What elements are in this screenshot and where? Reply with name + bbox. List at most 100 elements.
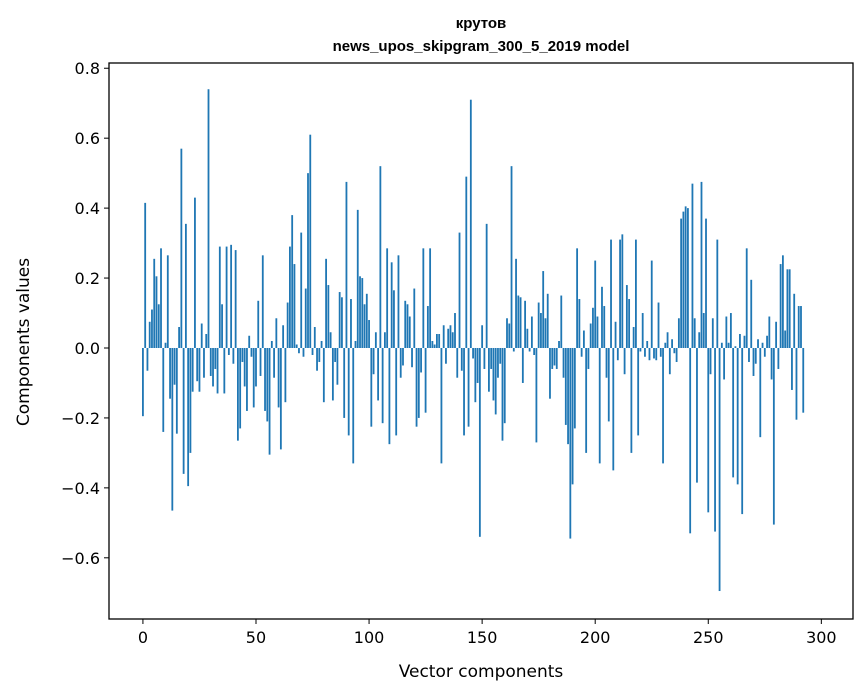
bar-1 [144,202,147,348]
bar-170 [526,328,529,348]
bar-248 [702,313,705,348]
bar-257 [723,347,726,380]
bar-190 [571,347,574,485]
bar-8 [160,248,162,348]
bar-174 [535,347,538,443]
bar-42 [236,347,239,441]
bar-215 [628,299,631,348]
bar-203 [601,286,603,348]
bar-121 [415,347,418,427]
bar-201 [596,316,599,348]
bar-70 [300,232,303,348]
bar-292 [802,347,805,413]
bar-57 [270,341,273,348]
bar-35 [221,304,223,348]
bar-47 [248,335,251,348]
bar-82 [327,285,330,348]
bar-270 [752,347,755,376]
x-axis-label: Vector components [399,662,564,682]
bar-245 [696,347,698,483]
bar-5 [153,258,156,348]
bar-283 [781,255,784,348]
bar-111 [393,290,395,348]
bar-290 [797,306,800,348]
bar-155 [492,347,495,401]
bar-274 [761,342,764,348]
bar-227 [655,347,658,361]
bar-44 [241,347,244,362]
y-tick-label: 0.4 [75,199,100,218]
y-tick-label: 0.0 [75,339,100,358]
bar-83 [329,332,332,348]
bar-140 [458,232,461,348]
bar-182 [553,347,556,366]
bar-247 [700,181,703,348]
bar-48 [250,347,253,357]
bar-197 [587,347,590,369]
bar-72 [304,288,307,348]
bar-237 [677,318,680,348]
bar-229 [659,347,662,357]
bar-282 [779,264,782,348]
bar-21 [189,347,192,453]
bar-108 [386,248,389,348]
bar-279 [772,347,775,525]
y-axis-ticks: −0.6 −0.4 −0.2 0.0 0.2 0.4 0.6 0.8 [61,59,109,568]
bar-254 [716,239,719,348]
bar-50 [255,347,257,387]
x-tick-label: 250 [693,628,724,647]
bar-264 [739,334,741,348]
bar-131 [438,334,441,348]
bar-276 [766,335,768,348]
bar-225 [650,260,653,348]
bar-287 [791,347,793,390]
bar-18 [182,347,185,474]
bar-133 [442,325,445,348]
bar-128 [431,341,434,348]
bar-177 [542,271,545,348]
bar-272 [757,339,759,348]
bar-176 [540,313,542,348]
x-tick-label: 0 [138,628,148,647]
bar-102 [372,347,375,375]
y-axis-label: Components values [14,258,34,426]
bar-117 [406,304,409,348]
bar-23 [194,197,196,348]
bar-265 [741,347,744,515]
bar-291 [800,306,802,348]
bar-11 [166,255,169,348]
bar-134 [445,347,447,364]
bar-28 [205,334,208,348]
bar-98 [363,304,366,348]
bar-75 [311,347,314,355]
bar-235 [673,347,676,354]
bar-205 [605,347,608,378]
bar-230 [662,347,664,464]
bar-161 [506,318,508,348]
bar-143 [465,176,468,348]
bar-214 [625,285,628,348]
bar-22 [191,347,194,392]
bar-275 [763,347,766,357]
bar-183 [555,347,558,369]
bar-200 [594,260,597,348]
bar-85 [334,347,337,362]
bar-36 [223,347,226,394]
bar-261 [732,347,735,478]
bar-84 [331,347,334,401]
chart-title: крутов [456,15,507,32]
bar-16 [178,327,181,348]
chart-subtitle: news_upos_skipgram_300_5_2019 model [333,38,630,55]
bar-260 [729,313,732,348]
bar-165 [515,258,517,348]
bar-277 [768,316,771,348]
bar-187 [564,347,567,425]
bar-226 [653,347,655,359]
bar-135 [447,328,450,348]
bar-231 [664,342,667,348]
bar-49 [252,347,255,408]
y-tick-label: 0.8 [75,59,100,78]
bar-141 [460,347,463,371]
bar-144 [467,347,470,427]
